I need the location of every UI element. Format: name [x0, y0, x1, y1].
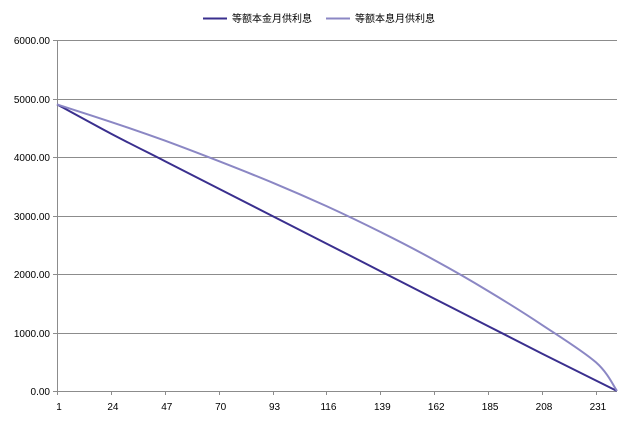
- legend: 等额本金月供利息 等额本息月供利息: [203, 12, 435, 25]
- x-tick-label: 24: [107, 402, 119, 413]
- x-tick-label: 185: [482, 402, 499, 413]
- x-tick-label: 139: [374, 402, 391, 413]
- legend-label-1: 等额本金月供利息: [232, 12, 312, 25]
- y-tick-label: 1000.00: [14, 329, 51, 340]
- x-tick-label: 47: [161, 402, 173, 413]
- x-tick-label: 231: [590, 402, 607, 413]
- series-line-1: [56, 103, 618, 392]
- grid-layer: [57, 40, 617, 334]
- y-tick-label: 4000.00: [14, 153, 51, 164]
- x-tick-label: 116: [320, 402, 336, 413]
- x-tick-label: 93: [269, 402, 281, 413]
- x-tick-label: 70: [215, 402, 227, 413]
- legend-label-2: 等额本息月供利息: [355, 12, 435, 25]
- y-tick-label: 0.00: [31, 387, 51, 398]
- series-layer: [56, 103, 618, 392]
- x-tick-label: 1: [56, 402, 62, 413]
- y-tick-label: 2000.00: [14, 270, 51, 281]
- y-tick-label: 3000.00: [14, 212, 51, 223]
- y-tick-label: 5000.00: [14, 95, 51, 106]
- x-tick-label: 208: [536, 402, 553, 413]
- y-tick-label: 6000.00: [14, 36, 51, 47]
- axis-layer: 0.00 1000.00 2000.00 3000.00 4000.00 5000.00 6…: [14, 36, 617, 413]
- series-line-2: [56, 103, 618, 392]
- x-tick-label: 162: [428, 402, 445, 413]
